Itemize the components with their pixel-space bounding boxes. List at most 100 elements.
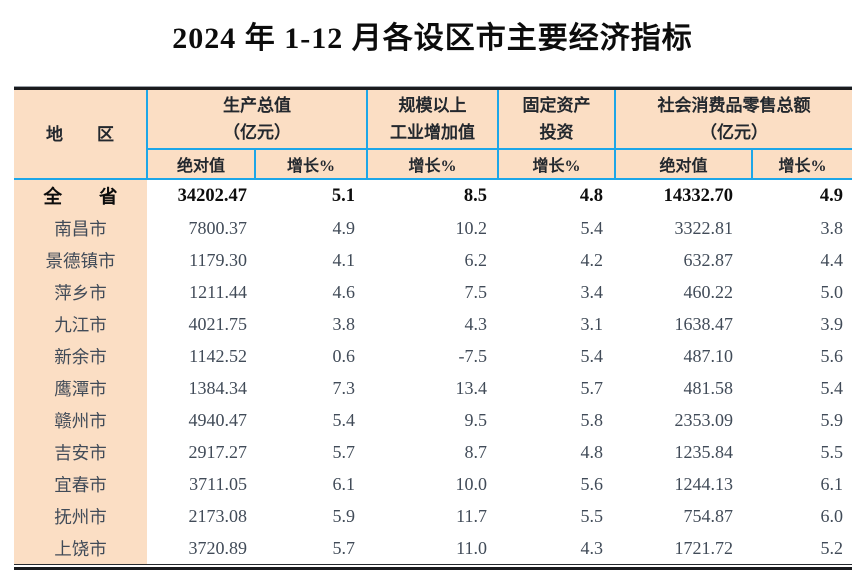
data-table: 地 区 生产总值 （亿元） 规模以上 工业增加值 固定资产 投资 社会消费品零售… [14, 87, 852, 565]
value-cell: 9.5 [367, 404, 498, 436]
value-cell: 0.6 [255, 340, 367, 372]
subheader-industry-growth: 增长% [367, 149, 499, 180]
value-cell: 5.7 [255, 532, 367, 565]
region-cell: 萍乡市 [14, 276, 147, 308]
value-cell: 8.5 [367, 179, 498, 212]
table-row: 南昌市 7800.37 4.9 10.2 5.4 3322.81 3.8 [14, 212, 852, 244]
region-cell: 宜春市 [14, 468, 147, 500]
value-cell: 3.8 [752, 212, 852, 244]
value-cell: 3.9 [752, 308, 852, 340]
value-cell: 5.0 [752, 276, 852, 308]
value-cell: 6.0 [752, 500, 852, 532]
value-cell: 3322.81 [615, 212, 752, 244]
value-cell: 5.9 [752, 404, 852, 436]
value-cell: 7.3 [255, 372, 367, 404]
value-cell: 5.1 [255, 179, 367, 212]
value-cell: 4.6 [255, 276, 367, 308]
region-cell: 吉安市 [14, 436, 147, 468]
value-cell: 5.6 [752, 340, 852, 372]
value-cell: 4.1 [255, 244, 367, 276]
value-cell: 4021.75 [147, 308, 255, 340]
value-cell: 4.3 [498, 532, 615, 565]
header-group-gdp-line2: （亿元） [223, 123, 291, 142]
value-cell: 5.4 [498, 340, 615, 372]
value-cell: 3.4 [498, 276, 615, 308]
table-header: 地 区 生产总值 （亿元） 规模以上 工业增加值 固定资产 投资 社会消费品零售… [14, 88, 852, 180]
value-cell: 11.7 [367, 500, 498, 532]
value-cell: 632.87 [615, 244, 752, 276]
header-group-industry: 规模以上 工业增加值 [367, 88, 499, 150]
value-cell: 1384.34 [147, 372, 255, 404]
value-cell: 6.1 [752, 468, 852, 500]
header-group-investment-line2: 投资 [539, 123, 574, 142]
header-group-retail: 社会消费品零售总额 （亿元） [615, 88, 852, 150]
value-cell: 1235.84 [615, 436, 752, 468]
subheader-gdp-growth: 增长% [255, 149, 368, 180]
table-row: 全 省 34202.47 5.1 8.5 4.8 14332.70 4.9 [14, 179, 852, 212]
value-cell: 10.2 [367, 212, 498, 244]
value-cell: 4.4 [752, 244, 852, 276]
value-cell: 3720.89 [147, 532, 255, 565]
table-row: 鹰潭市 1384.34 7.3 13.4 5.7 481.58 5.4 [14, 372, 852, 404]
table-row: 宜春市 3711.05 6.1 10.0 5.6 1244.13 6.1 [14, 468, 852, 500]
header-group-industry-line2: 工业增加值 [390, 123, 475, 142]
table-row: 萍乡市 1211.44 4.6 7.5 3.4 460.22 5.0 [14, 276, 852, 308]
page-title: 2024 年 1-12 月各设区市主要经济指标 [172, 22, 693, 55]
value-cell: 8.7 [367, 436, 498, 468]
value-cell: 4.8 [498, 179, 615, 212]
region-cell: 南昌市 [14, 212, 147, 244]
value-cell: -7.5 [367, 340, 498, 372]
value-cell: 5.9 [255, 500, 367, 532]
subheader-gdp-absolute: 绝对值 [147, 149, 256, 180]
region-cell: 鹰潭市 [14, 372, 147, 404]
value-cell: 2353.09 [615, 404, 752, 436]
value-cell: 4.9 [255, 212, 367, 244]
header-group-industry-line1: 规模以上 [398, 96, 467, 115]
value-cell: 1638.47 [615, 308, 752, 340]
value-cell: 4.2 [498, 244, 615, 276]
value-cell: 487.10 [615, 340, 752, 372]
region-cell: 全 省 [14, 179, 147, 212]
value-cell: 460.22 [615, 276, 752, 308]
value-cell: 5.4 [498, 212, 615, 244]
table-body: 全 省 34202.47 5.1 8.5 4.8 14332.70 4.9 南昌市 7800.3… [14, 179, 852, 565]
value-cell: 5.6 [498, 468, 615, 500]
value-cell: 5.5 [752, 436, 852, 468]
value-cell: 5.7 [255, 436, 367, 468]
value-cell: 3711.05 [147, 468, 255, 500]
subheader-investment-growth: 增长% [498, 149, 616, 180]
value-cell: 1179.30 [147, 244, 255, 276]
table-row: 上饶市 3720.89 5.7 11.0 4.3 1721.72 5.2 [14, 532, 852, 565]
table-row: 新余市 1142.52 0.6 -7.5 5.4 487.10 5.6 [14, 340, 852, 372]
subheader-retail-growth: 增长% [752, 149, 852, 180]
value-cell: 5.5 [498, 500, 615, 532]
value-cell: 3.8 [255, 308, 367, 340]
economic-indicators-table: 地 区 生产总值 （亿元） 规模以上 工业增加值 固定资产 投资 社会消费品零售… [14, 86, 852, 570]
value-cell: 5.4 [255, 404, 367, 436]
region-cell: 九江市 [14, 308, 147, 340]
value-cell: 4.9 [752, 179, 852, 212]
region-cell: 景德镇市 [14, 244, 147, 276]
table-row: 抚州市 2173.08 5.9 11.7 5.5 754.87 6.0 [14, 500, 852, 532]
value-cell: 481.58 [615, 372, 752, 404]
header-group-retail-line2: （亿元） [700, 123, 768, 142]
subheader-retail-absolute: 绝对值 [615, 149, 753, 180]
value-cell: 7800.37 [147, 212, 255, 244]
header-group-gdp: 生产总值 （亿元） [147, 88, 368, 150]
value-cell: 5.7 [498, 372, 615, 404]
value-cell: 1142.52 [147, 340, 255, 372]
value-cell: 34202.47 [147, 179, 255, 212]
value-cell: 1211.44 [147, 276, 255, 308]
header-group-investment: 固定资产 投资 [498, 88, 616, 150]
value-cell: 1244.13 [615, 468, 752, 500]
header-group-investment-line1: 固定资产 [522, 96, 591, 115]
value-cell: 4.3 [367, 308, 498, 340]
value-cell: 5.2 [752, 532, 852, 565]
value-cell: 13.4 [367, 372, 498, 404]
region-cell: 赣州市 [14, 404, 147, 436]
value-cell: 14332.70 [615, 179, 752, 212]
table-row: 吉安市 2917.27 5.7 8.7 4.8 1235.84 5.5 [14, 436, 852, 468]
header-group-retail-line1: 社会消费品零售总额 [657, 96, 811, 115]
region-cell: 上饶市 [14, 532, 147, 565]
value-cell: 10.0 [367, 468, 498, 500]
